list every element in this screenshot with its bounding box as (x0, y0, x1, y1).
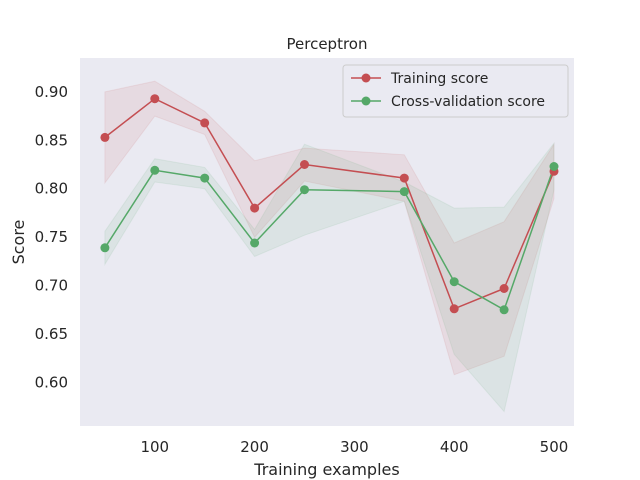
legend-marker-cross-validation (361, 96, 371, 106)
legend-box (342, 64, 569, 118)
y-tick-label: 0.85 (35, 131, 68, 149)
x-tick-label: 200 (240, 438, 269, 456)
point-training-score (300, 160, 309, 169)
confidence-bands (104, 80, 555, 413)
y-tick-label: 0.65 (35, 325, 68, 343)
band-cross-validation-score (104, 141, 555, 413)
legend: Training score Cross-validation score (342, 64, 569, 118)
plot-area (80, 58, 574, 426)
point-training-score (399, 173, 409, 183)
chart-title: Perceptron (287, 35, 368, 53)
x-tick-label: 400 (440, 438, 469, 456)
x-axis-label: Training examples (253, 460, 399, 479)
point-training-score (250, 203, 260, 213)
point-training-score (200, 118, 210, 128)
y-tick-label: 0.70 (35, 277, 68, 295)
point-cross-validation-score (250, 238, 260, 248)
point-training-score (150, 94, 160, 104)
y-axis-ticks: 0.60 0.65 0.70 0.75 0.80 0.85 0.90 (35, 83, 68, 391)
x-tick-label: 500 (540, 438, 569, 456)
band-training-score (104, 80, 555, 376)
point-cross-validation-score (200, 173, 210, 183)
point-cross-validation-score (150, 165, 160, 175)
point-cross-validation-score (549, 162, 559, 171)
legend-label-training: Training score (390, 71, 488, 87)
x-tick-label: 300 (340, 438, 369, 456)
point-cross-validation-score (449, 277, 459, 287)
point-cross-validation-score (300, 185, 309, 195)
point-training-score (449, 304, 459, 314)
point-cross-validation-score (499, 305, 509, 315)
point-cross-validation-score (100, 243, 110, 253)
legend-marker-training (361, 73, 371, 83)
series-points (100, 94, 559, 315)
x-axis-ticks: 100 200 300 400 500 (140, 438, 568, 456)
y-tick-label: 0.90 (35, 83, 68, 101)
point-training-score (100, 132, 110, 142)
point-training-score (499, 284, 509, 293)
point-cross-validation-score (399, 187, 409, 197)
y-axis-label: Score (9, 220, 28, 265)
y-tick-label: 0.80 (35, 180, 68, 198)
y-tick-label: 0.60 (35, 373, 68, 391)
legend-label-cross-validation: Cross-validation score (391, 94, 545, 110)
x-tick-label: 100 (140, 438, 169, 456)
y-tick-label: 0.75 (35, 228, 68, 246)
